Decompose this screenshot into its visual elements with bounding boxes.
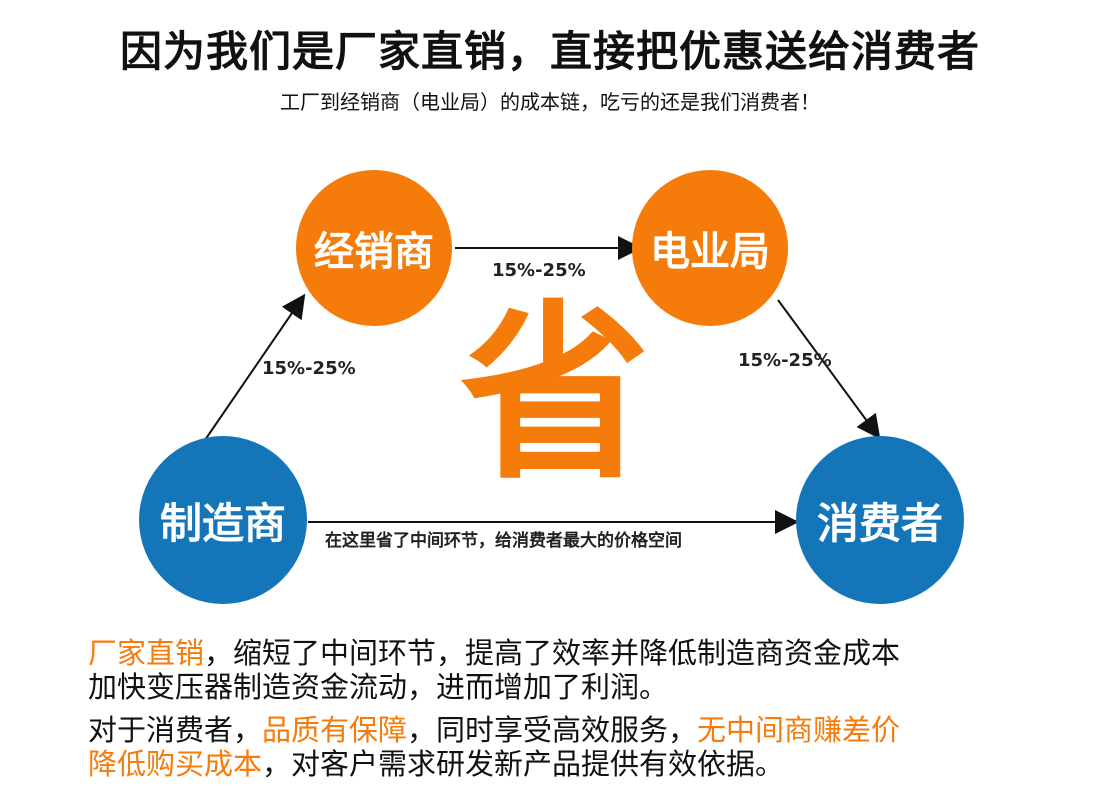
body-line-1: 厂家直销，缩短了中间环节，提高了效率并降低制造商资金成本 (88, 630, 900, 672)
text: ，缩短了中间环节，提高了效率并降低制造商资金成本 (204, 636, 901, 670)
body-line-4: 降低购买成本，对客户需求研发新产品提供有效依据。 (88, 741, 784, 783)
text: ，同时享受高效服务， (407, 713, 698, 747)
arrow-manufacturer-to-dealer (204, 293, 306, 441)
label-bureau-to-consumer: 15%-25% (738, 350, 832, 371)
highlight: 降低购买成本 (88, 747, 263, 781)
page-subtitle: 工厂到经销商（电业局）的成本链，吃亏的还是我们消费者！ (280, 90, 820, 114)
highlight: 品质有保障 (262, 713, 408, 747)
label-direct: 在这里省了中间环节，给消费者最大的价格空间 (325, 531, 682, 551)
text: 对于消费者， (88, 713, 263, 747)
node-power-bureau: 电业局 (632, 170, 788, 326)
body-line-3: 对于消费者，品质有保障，同时享受高效服务，无中间商赚差价 (88, 707, 900, 749)
node-dealer: 经销商 (296, 170, 452, 326)
label-manufacturer-to-dealer: 15%-25% (262, 358, 356, 379)
node-consumer: 消费者 (796, 436, 964, 604)
label-dealer-to-bureau: 15%-25% (492, 260, 586, 281)
highlight: 无中间商赚差价 (697, 713, 901, 747)
text: ，对客户需求研发新产品提供有效依据。 (262, 747, 785, 781)
arrow-bureau-to-consumer (777, 299, 881, 440)
highlight: 厂家直销 (88, 636, 205, 670)
node-manufacturer: 制造商 (139, 436, 307, 604)
body-line-2: 加快变压器制造资金流动，进而增加了利润。 (88, 670, 669, 704)
page-title: 因为我们是厂家直销，直接把优惠送给消费者 (119, 27, 980, 76)
center-save-char: 省 (460, 284, 651, 505)
